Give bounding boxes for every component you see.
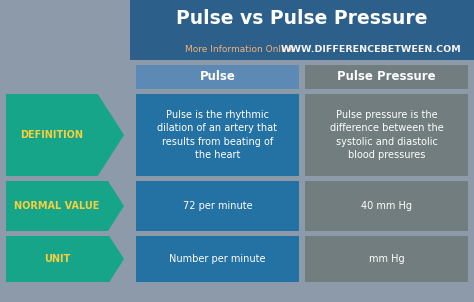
Bar — [130, 0, 474, 60]
Text: More Information Online: More Information Online — [185, 44, 295, 53]
Text: Number per minute: Number per minute — [169, 254, 266, 264]
Text: Pulse vs Pulse Pressure: Pulse vs Pulse Pressure — [176, 9, 428, 28]
Bar — [305, 181, 468, 231]
Text: Pulse Pressure: Pulse Pressure — [337, 70, 436, 83]
Text: UNIT: UNIT — [45, 254, 71, 264]
Polygon shape — [6, 236, 124, 282]
Bar — [136, 181, 299, 231]
Text: 72 per minute: 72 per minute — [182, 201, 252, 211]
Text: mm Hg: mm Hg — [369, 254, 404, 264]
Bar — [305, 94, 468, 176]
Text: Pulse is the rhythmic
dilation of an artery that
results from beating of
the hea: Pulse is the rhythmic dilation of an art… — [157, 110, 277, 160]
Bar — [136, 94, 299, 176]
Polygon shape — [6, 94, 124, 176]
Bar — [136, 65, 299, 89]
Bar — [305, 65, 468, 89]
Bar — [136, 236, 299, 282]
Text: NORMAL VALUE: NORMAL VALUE — [14, 201, 100, 211]
Bar — [305, 236, 468, 282]
Text: DEFINITION: DEFINITION — [20, 130, 83, 140]
Polygon shape — [6, 181, 124, 231]
Text: Pulse pressure is the
difference between the
systolic and diastolic
blood pressu: Pulse pressure is the difference between… — [329, 110, 443, 160]
Text: 40 mm Hg: 40 mm Hg — [361, 201, 412, 211]
Text: WWW.DIFFERENCEBETWEEN.COM: WWW.DIFFERENCEBETWEEN.COM — [281, 44, 461, 53]
Text: Pulse: Pulse — [200, 70, 236, 83]
